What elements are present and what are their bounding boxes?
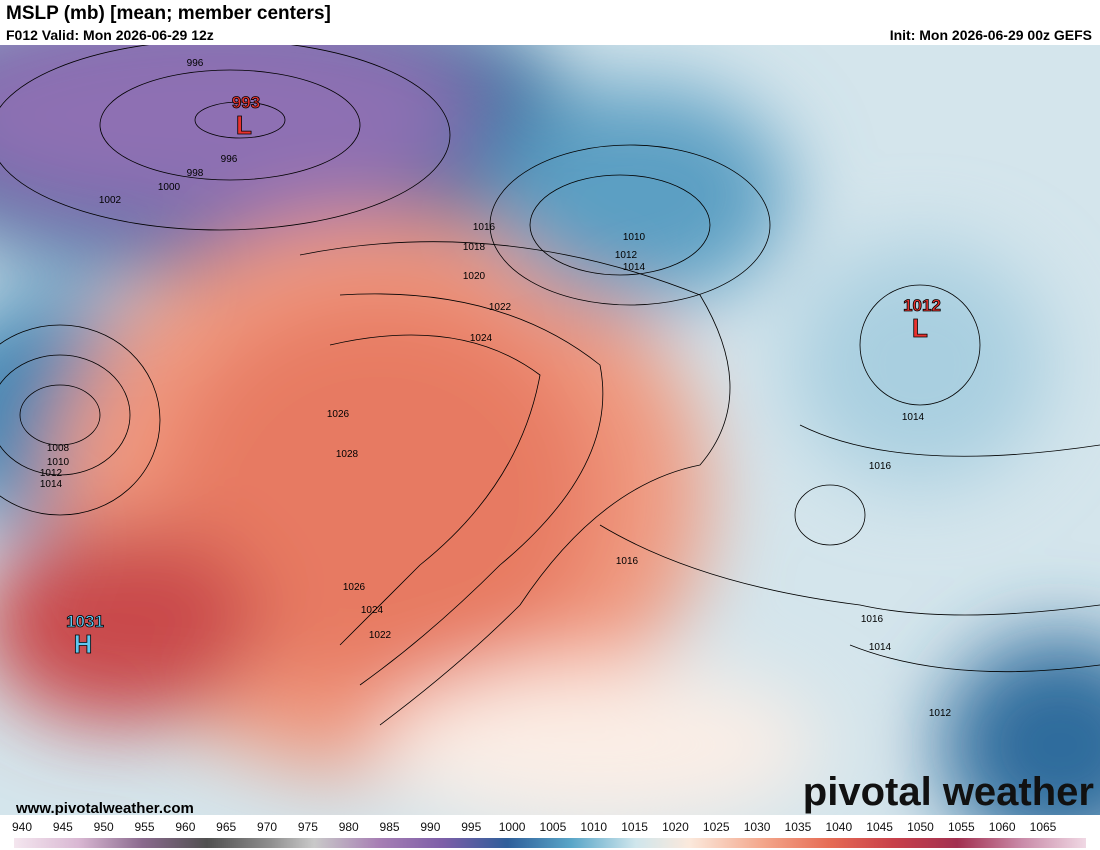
colorbar-tick: 995	[461, 820, 482, 834]
isobar-label: 1014	[40, 479, 63, 490]
map: 996 996 998 1000 1002 1016 1018 1020 1022 1024 102…	[0, 45, 1100, 815]
colorbar-tick: 1055	[947, 820, 975, 834]
colorbar-tick: 955	[134, 820, 155, 834]
colorbar-tick: 1025	[702, 820, 730, 834]
center-symbol: L	[912, 313, 928, 343]
colorbar-tick: 960	[175, 820, 196, 834]
colorbar-tick: 1030	[743, 820, 771, 834]
colorbar-tick: 1020	[662, 820, 689, 834]
colorbar-labels: 940 945 950 955 960 965 970 975 980 985 990 995 1000…	[0, 818, 1100, 836]
isobar-label: 1008	[47, 443, 70, 454]
isobar-label: 1022	[489, 302, 512, 313]
isobar-label: 996	[187, 58, 204, 69]
center-value: 1031	[66, 612, 104, 631]
colorbar-tick: 1035	[784, 820, 812, 834]
watermark: www.pivotalweather.com	[15, 800, 194, 815]
isobar-label: 1010	[47, 457, 70, 468]
colorbar-tick: 1015	[621, 820, 648, 834]
isobar-label: 1002	[99, 195, 122, 206]
isobars	[0, 45, 1100, 726]
isobar-label: 1018	[463, 242, 486, 253]
colorbar-tick: 975	[297, 820, 318, 834]
isobar-label: 1000	[158, 182, 181, 193]
colorbar-tick: 965	[216, 820, 237, 834]
colorbar-tick: 1000	[498, 820, 526, 834]
valid-time: F012 Valid: Mon 2026-06-29 12z	[6, 27, 214, 43]
colorbar-tick: 1040	[825, 820, 853, 834]
center-symbol: H	[74, 629, 93, 659]
isobar-label: 1026	[343, 582, 366, 593]
colorbar-tick: 1010	[580, 820, 608, 834]
colorbar-tick: 1005	[539, 820, 567, 834]
colorbar-tick: 1045	[866, 820, 893, 834]
colorbar-tick: 990	[420, 820, 441, 834]
isobar-label: 1014	[902, 412, 925, 423]
colorbar-tick: 980	[338, 820, 359, 834]
colorbar-tick: 945	[52, 820, 73, 834]
init-time: Init: Mon 2026-06-29 00z GEFS	[889, 27, 1092, 43]
isobar-label: 1016	[616, 556, 639, 567]
isobar-label: 998	[187, 168, 204, 179]
center-value: 993	[232, 93, 260, 112]
isobar-label: 1014	[869, 642, 892, 653]
isobar-label: 1028	[336, 449, 359, 460]
isobar-label: 1016	[473, 222, 496, 233]
colorbar-tick: 1050	[907, 820, 934, 834]
isobar-label: 1024	[361, 605, 384, 616]
colorbar-tick: 1060	[988, 820, 1016, 834]
isobar-label: 1022	[369, 630, 392, 641]
isobar-label: 1026	[327, 409, 350, 420]
isobar-label: 1020	[463, 271, 486, 282]
pressure-field	[0, 45, 1100, 815]
colorbar-tick: 950	[93, 820, 114, 834]
colorbar-tick: 970	[257, 820, 278, 834]
center-symbol: L	[236, 110, 252, 140]
brand: pivotal weather	[803, 770, 1094, 814]
colorbar-tick: 1065	[1029, 820, 1057, 834]
isobar-label: 1012	[929, 708, 952, 719]
header: MSLP (mb) [mean; member centers] F012 Va…	[0, 0, 1100, 45]
isobar-label: 1016	[869, 461, 892, 472]
colorbar	[14, 838, 1086, 848]
center-value: 1012	[903, 296, 941, 315]
colorbar-tick: 985	[379, 820, 400, 834]
colorbar-tick: 940	[11, 820, 33, 834]
isobar-label: 1012	[40, 468, 63, 479]
isobar-label: 1012	[615, 250, 638, 261]
isobar-label: 996	[221, 154, 238, 165]
isobar-label: 1024	[470, 333, 493, 344]
isobar-label: 1010	[623, 232, 646, 243]
isobar-label: 1016	[861, 614, 884, 625]
title: MSLP (mb) [mean; member centers]	[6, 3, 331, 24]
isobar-label: 1014	[623, 262, 646, 273]
